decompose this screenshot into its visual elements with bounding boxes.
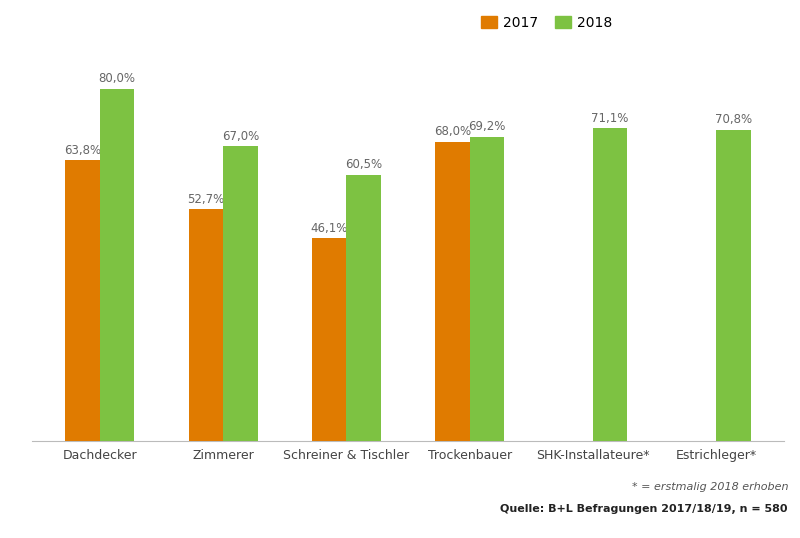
Bar <box>312 238 346 441</box>
Bar <box>66 160 100 441</box>
Bar <box>716 130 750 441</box>
Text: 68,0%: 68,0% <box>434 125 471 138</box>
Text: 69,2%: 69,2% <box>468 120 506 133</box>
Text: 52,7%: 52,7% <box>187 193 225 206</box>
Bar <box>470 137 504 441</box>
Text: 60,5%: 60,5% <box>345 158 382 171</box>
Bar <box>593 128 627 441</box>
Bar <box>435 142 470 441</box>
Text: 67,0%: 67,0% <box>222 130 259 143</box>
Bar <box>100 89 134 441</box>
Text: Quelle: B+L Befragungen 2017/18/19, n = 580: Quelle: B+L Befragungen 2017/18/19, n = … <box>501 504 788 514</box>
Text: * = erstmalig 2018 erhoben: * = erstmalig 2018 erhoben <box>631 482 788 492</box>
Text: 71,1%: 71,1% <box>591 112 629 125</box>
Text: 63,8%: 63,8% <box>64 144 101 157</box>
Legend: 2017, 2018: 2017, 2018 <box>475 10 618 36</box>
Bar <box>346 175 381 441</box>
Text: 46,1%: 46,1% <box>310 222 348 235</box>
Text: 80,0%: 80,0% <box>98 73 135 86</box>
Bar <box>223 146 258 441</box>
Bar <box>189 209 223 441</box>
Text: 70,8%: 70,8% <box>715 113 752 126</box>
